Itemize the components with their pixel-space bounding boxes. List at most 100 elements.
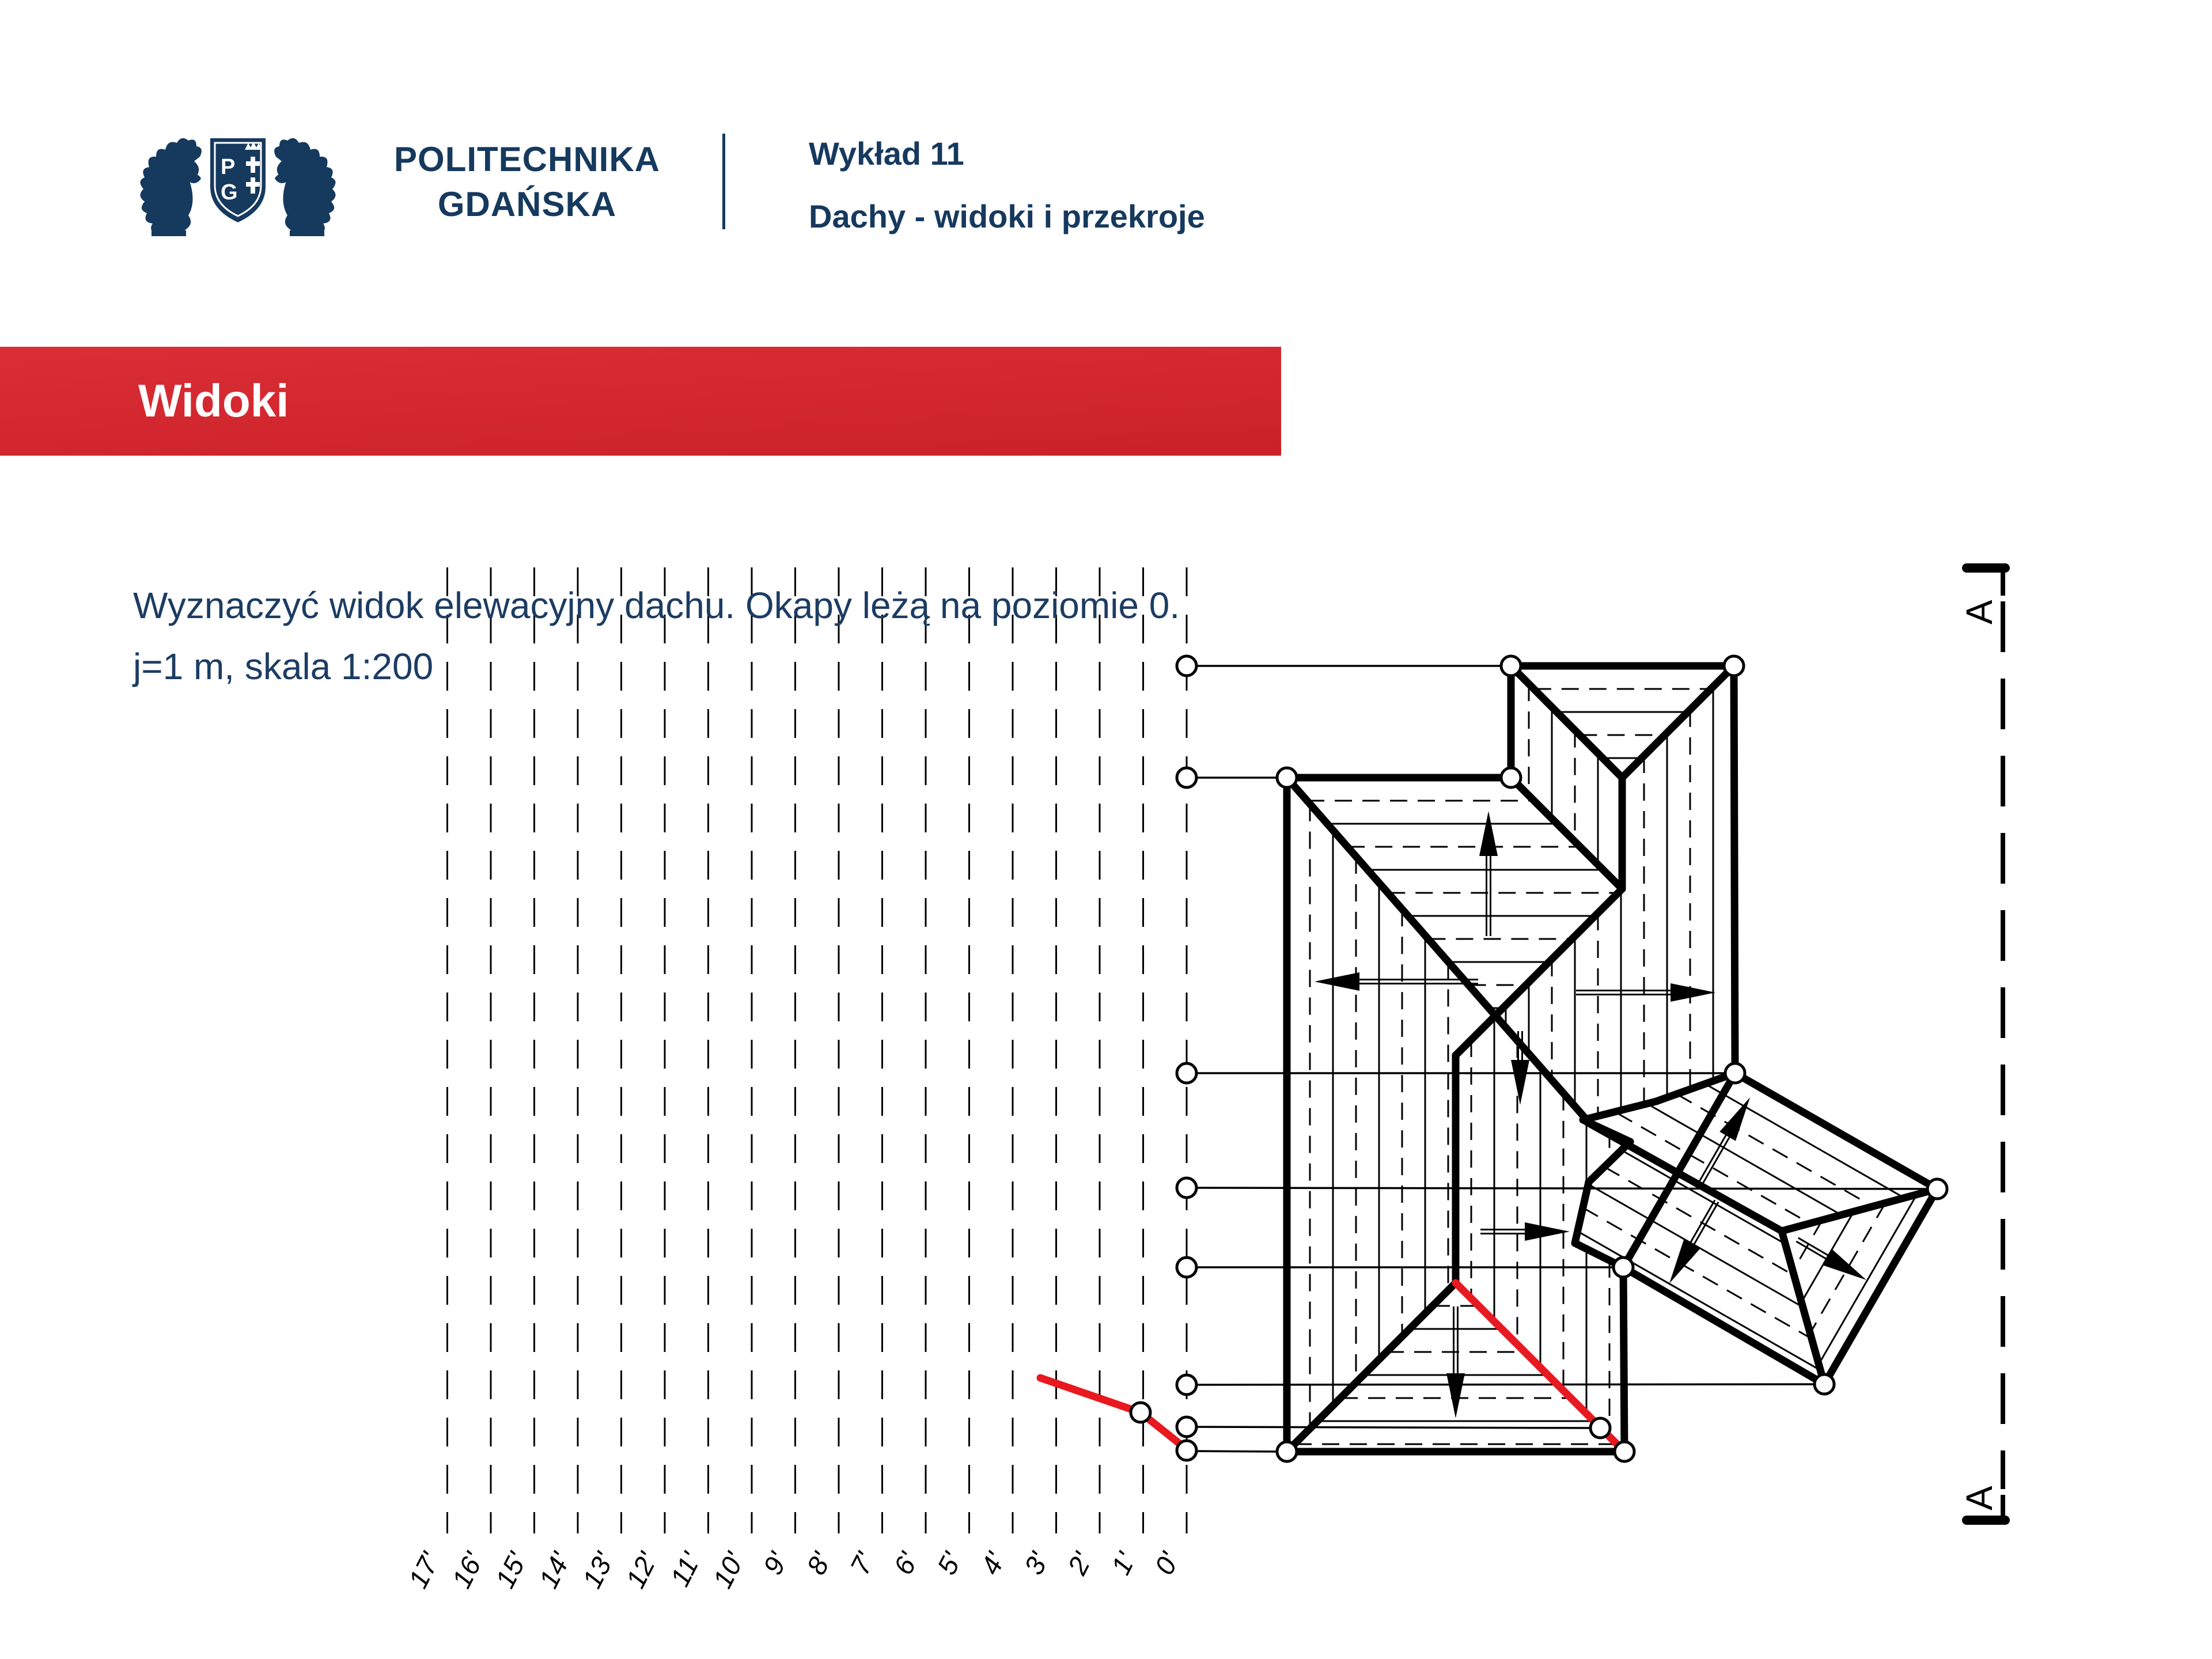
- roof-edge: [1507, 774, 1626, 893]
- grid-label: 7': [844, 1547, 881, 1580]
- roof-edge: [1283, 774, 1589, 1122]
- vertex-marker: [1724, 1062, 1747, 1085]
- roof-edge: [1778, 1227, 1828, 1388]
- grid-label: 16': [446, 1547, 490, 1593]
- slope-arrow-shaft: [1796, 1240, 1827, 1260]
- slope-arrow-head: [1525, 1222, 1570, 1241]
- grid-label: 5': [931, 1547, 968, 1580]
- vertex-marker: [1175, 1176, 1198, 1199]
- vertex-marker: [1175, 1373, 1198, 1396]
- vertex-marker: [1275, 1440, 1298, 1463]
- vertex-marker: [1499, 654, 1522, 677]
- vertex-marker: [1175, 1439, 1198, 1462]
- vertex-marker: [1275, 766, 1298, 789]
- grid-label: 17': [402, 1547, 446, 1593]
- roof-edge: [1731, 1069, 1941, 1193]
- slope-arrow-head: [1315, 972, 1359, 991]
- pg-shield-icon: P G: [210, 138, 266, 222]
- pg-logo: P G: [140, 138, 336, 236]
- header-divider: [722, 134, 725, 229]
- grid-label: 14': [533, 1547, 577, 1593]
- slide-header: P G POLITECHNIKA GDAŃSKA Wykład 11 Dachy…: [0, 0, 2212, 346]
- elevation-hip-red-line: [1036, 1374, 1145, 1416]
- vertex-marker: [1926, 1177, 1949, 1200]
- university-name-line1: POLITECHNIKA: [394, 140, 660, 179]
- grid-label: 10': [707, 1547, 751, 1593]
- contour-line: [1809, 1202, 1887, 1334]
- slope-arrow-head: [1669, 1240, 1700, 1283]
- vertex-marker: [1589, 1416, 1612, 1440]
- slope-arrow-head: [1671, 983, 1715, 1002]
- roof-edge: [1452, 885, 1626, 1059]
- roof-edge: [1730, 662, 1739, 1077]
- roof-edge: [1618, 662, 1738, 782]
- contour-line: [1577, 1230, 1821, 1372]
- grid-label: 13': [576, 1547, 620, 1593]
- lion-right-icon: [274, 138, 336, 236]
- lecture-number: Wykład 11: [809, 135, 964, 172]
- lion-left-icon: [140, 138, 202, 236]
- vertex-marker: [1175, 1062, 1198, 1085]
- grid-label: 2': [1061, 1547, 1099, 1580]
- projection-line: [1186, 1383, 1825, 1386]
- slope-arrow-head: [1446, 1373, 1465, 1418]
- contour-line: [1792, 1219, 1823, 1272]
- slope-arrow-shaft: [1692, 1201, 1719, 1246]
- roof-edge: [1585, 1138, 1634, 1186]
- lecture-title-block: Wykład 11 Dachy - widoki i przekroje: [809, 135, 1205, 235]
- slope-arrow-head: [1719, 1097, 1750, 1141]
- roof-edge: [1619, 1263, 1828, 1388]
- grid-label: 3': [1018, 1547, 1055, 1580]
- projection-line: [1186, 1187, 1938, 1190]
- roof-edge: [1579, 1097, 1660, 1124]
- roof-edge: [1507, 662, 1626, 782]
- section-banner-title: Widoki: [138, 375, 289, 426]
- section-banner: Widoki: [0, 347, 1281, 456]
- contour-line: [1647, 1103, 1842, 1216]
- task-line-1: Wyznaczyć widok elewacyjny dachu. Okapy …: [133, 585, 1180, 626]
- contour-line: [1616, 1112, 1810, 1225]
- contour-line: [1705, 1083, 1905, 1199]
- slope-arrow-shaft: [1700, 1137, 1730, 1187]
- section-label-bottom: A: [1959, 1486, 2000, 1510]
- projection-line: [1186, 1450, 1287, 1453]
- grid-label: 15': [489, 1547, 533, 1593]
- cross-icon: [246, 157, 260, 173]
- contour-line: [1604, 1166, 1795, 1277]
- vertex-marker: [1129, 1401, 1152, 1424]
- roof-edge: [1571, 1178, 1593, 1247]
- vertex-marker: [1175, 654, 1198, 677]
- slope-arrow-head: [1823, 1249, 1866, 1280]
- section-label-top: A: [1959, 600, 2000, 624]
- projection-line: [1186, 1426, 1601, 1429]
- roof-edge: [1652, 1069, 1739, 1105]
- lecture-topic: Dachy - widoki i przekroje: [809, 198, 1205, 234]
- grid-label: 4': [975, 1547, 1012, 1580]
- grid-label: 0': [1149, 1547, 1185, 1580]
- vertex-marker: [1613, 1440, 1636, 1463]
- slope-arrow-head: [1511, 1060, 1529, 1105]
- slope-arrow-shaft: [1689, 1199, 1716, 1244]
- contour-line: [1818, 1194, 1918, 1365]
- task-text: Wyznaczyć widok elewacyjny dachu. Okapy …: [133, 575, 1180, 697]
- university-name-line2: GDAŃSKA: [437, 185, 617, 224]
- roof-edge: [1283, 1279, 1460, 1456]
- grid-label: 8': [801, 1547, 838, 1580]
- vertex-marker: [1175, 1415, 1198, 1438]
- university-name: POLITECHNIKA GDAŃSKA: [346, 137, 709, 227]
- contour-line: [1621, 1149, 1786, 1245]
- slope-arrow-head: [1479, 811, 1498, 856]
- vertex-marker: [1813, 1373, 1836, 1396]
- slope-arrow-shaft: [1798, 1237, 1830, 1256]
- grid-label: 9': [757, 1547, 794, 1580]
- vertex-marker: [1175, 766, 1198, 789]
- vertex-marker: [1722, 654, 1745, 677]
- vertex-marker: [1175, 1256, 1198, 1279]
- shield-letter-p: P: [221, 155, 235, 179]
- cross-icon: [246, 177, 260, 194]
- crown-icon: [245, 142, 262, 150]
- contour-line: [1588, 1183, 1804, 1308]
- roof-edge: [1619, 1263, 1628, 1456]
